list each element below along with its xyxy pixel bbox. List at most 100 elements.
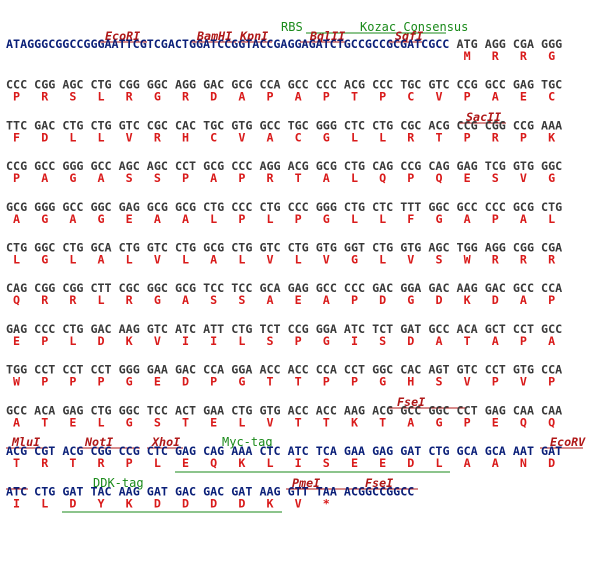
codon: CTG <box>62 322 83 336</box>
codon: CCC <box>34 322 55 336</box>
codon: GCG <box>203 241 224 255</box>
amino-acid: I <box>182 334 189 348</box>
amino-acid: G <box>548 49 555 63</box>
amino-acid: R <box>41 90 49 104</box>
site-label: XhoI <box>151 435 180 449</box>
amino-acid: K <box>464 293 471 307</box>
codon: GCC <box>428 322 449 336</box>
codon: GGC <box>119 403 140 417</box>
amino-acid: S <box>154 415 161 429</box>
amino-acid: S <box>323 456 330 470</box>
amino-acid: R <box>98 456 106 470</box>
codon: GCG <box>316 159 337 173</box>
codon: ACG <box>6 444 27 458</box>
codon: GAC <box>34 118 55 132</box>
amino-acid: G <box>154 90 161 104</box>
amino-acid: G <box>41 212 48 226</box>
codon: CCG <box>119 444 140 458</box>
codon: CCC <box>288 200 309 214</box>
codon: GAG <box>513 78 534 92</box>
amino-acid: R <box>126 90 134 104</box>
amino-acid: D <box>69 497 76 511</box>
codon: GGC <box>147 281 168 295</box>
amino-acid: A <box>266 130 273 144</box>
amino-acid: G <box>238 375 245 389</box>
codon: ACC <box>259 363 280 377</box>
codon: TGC <box>288 118 309 132</box>
amino-acid: L <box>182 253 189 267</box>
codon: GTC <box>428 78 449 92</box>
codon: GCG <box>203 159 224 173</box>
amino-acid: T <box>266 375 273 389</box>
amino-acid: A <box>492 334 499 348</box>
amino-acid: P <box>351 375 358 389</box>
amino-acid: I <box>295 456 302 470</box>
amino-acid: E <box>126 212 133 226</box>
codon: GAG <box>288 281 309 295</box>
codon: CAA <box>541 403 562 417</box>
codon: CCC <box>231 200 252 214</box>
codon: CCG <box>457 78 478 92</box>
amino-acid: D <box>210 90 217 104</box>
codon: CTG <box>372 118 393 132</box>
codon: GGC <box>147 78 168 92</box>
amino-acid: G <box>351 253 358 267</box>
codon: CTG <box>231 403 252 417</box>
amino-acid: G <box>69 171 76 185</box>
codon: ATC <box>288 444 309 458</box>
amino-acid: F <box>407 212 414 226</box>
codon: CCT <box>34 363 55 377</box>
codon: GTC <box>147 322 168 336</box>
codon: GCC <box>6 403 27 417</box>
codon: GCC <box>316 281 337 295</box>
amino-acid: G <box>126 415 133 429</box>
codon: GCA <box>259 281 280 295</box>
amino-acid: D <box>548 456 555 470</box>
feature-label: RBS <box>281 20 303 34</box>
codon: CTG <box>231 322 252 336</box>
codon: GCG <box>175 200 196 214</box>
codon: CTG <box>175 241 196 255</box>
amino-acid: D <box>98 334 105 348</box>
amino-acid: P <box>98 375 105 389</box>
amino-acid: R <box>548 253 556 267</box>
amino-acid: V <box>238 130 245 144</box>
amino-acid: L <box>379 253 386 267</box>
amino-acid: A <box>492 90 499 104</box>
codon: GGT <box>344 241 365 255</box>
codon: GAG <box>457 159 478 173</box>
codon: AGC <box>119 159 140 173</box>
codon: AAT <box>513 444 534 458</box>
amino-acid: G <box>154 293 161 307</box>
codon: GAT <box>147 485 168 499</box>
codon: CCC <box>372 78 393 92</box>
amino-acid: R <box>266 171 274 185</box>
amino-acid: T <box>323 415 330 429</box>
amino-acid: T <box>295 171 302 185</box>
codon: GGG <box>316 200 337 214</box>
amino-acid: V <box>154 334 161 348</box>
amino-acid: D <box>182 497 189 511</box>
codon: GTT <box>288 485 309 499</box>
codon: CCT <box>175 159 196 173</box>
amino-acid: T <box>41 415 48 429</box>
amino-acid: A <box>210 253 217 267</box>
codon: GCC <box>62 200 83 214</box>
amino-acid: L <box>351 171 358 185</box>
codon: AAG <box>119 322 140 336</box>
codon: GAC <box>90 322 111 336</box>
amino-acid: P <box>295 212 302 226</box>
amino-acid: S <box>126 171 133 185</box>
amino-acid: A <box>492 456 499 470</box>
amino-acid: E <box>351 456 358 470</box>
codon: GGG <box>34 200 55 214</box>
site-label: FseI <box>397 395 425 409</box>
amino-acid: P <box>13 90 20 104</box>
amino-acid: P <box>126 456 133 470</box>
amino-acid: C <box>210 130 217 144</box>
codon: GAT <box>400 444 421 458</box>
codon: AAG <box>119 485 140 499</box>
amino-acid: F <box>13 130 20 144</box>
amino-acid: A <box>182 212 189 226</box>
amino-acid: N <box>520 456 527 470</box>
